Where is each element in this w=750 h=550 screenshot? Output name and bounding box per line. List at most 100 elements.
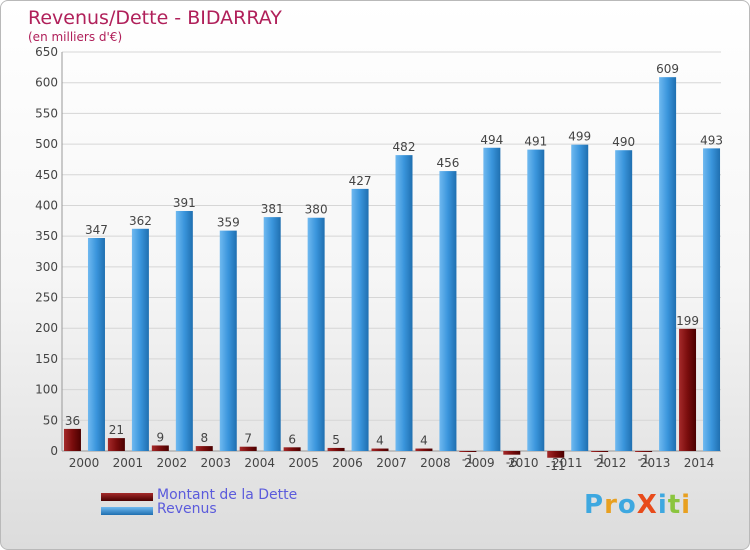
bar-revenus: [439, 171, 457, 451]
data-label-revenus: 482: [393, 140, 416, 154]
y-tick-label: 500: [35, 137, 58, 151]
data-label-dette: 4: [420, 434, 428, 448]
bar-dette: [63, 428, 81, 451]
bar-dette: [679, 328, 697, 451]
grid-lines: [62, 51, 721, 452]
logo-letter: t: [667, 490, 682, 520]
data-label-revenus: 347: [85, 223, 108, 237]
x-tick-label: 2002: [157, 456, 188, 470]
x-tick-label: 2014: [684, 456, 715, 470]
y-tick-label: 550: [35, 106, 58, 120]
logo-letter: i: [657, 490, 668, 520]
bar-dette: [283, 447, 301, 451]
bars: [63, 77, 721, 458]
legend-swatch-dette: [101, 493, 153, 501]
data-label-revenus: 362: [129, 214, 152, 228]
data-label-dette: 199: [676, 314, 699, 328]
data-label-dette: 36: [65, 414, 80, 428]
data-label-revenus: 494: [480, 133, 503, 147]
logo-letter: o: [617, 490, 637, 520]
legend-label-dette: Montant de la Dette: [157, 487, 298, 503]
bar-dette: [591, 451, 609, 452]
y-tick-label: 100: [35, 383, 58, 397]
bar-revenus: [395, 155, 413, 451]
x-tick-label: 2005: [288, 456, 319, 470]
bar-revenus: [87, 237, 105, 451]
data-label-dette: 7: [244, 432, 252, 446]
proxiti-logo: ProXiti: [584, 490, 691, 520]
y-tick-label: 250: [35, 291, 58, 305]
data-label-dette: 5: [332, 433, 340, 447]
data-label-dette: -1: [638, 453, 650, 467]
data-label-revenus: 456: [436, 156, 459, 170]
bar-dette: [107, 438, 125, 451]
data-label-revenus: 499: [568, 130, 591, 144]
bar-revenus: [615, 150, 633, 451]
bar-revenus: [483, 147, 501, 451]
bar-dette: [547, 451, 565, 458]
y-tick-label: 350: [35, 229, 58, 243]
data-label-dette: -1: [594, 453, 606, 467]
data-label-revenus: 609: [656, 62, 679, 76]
x-tick-label: 2000: [69, 456, 100, 470]
x-tick-label: 2013: [640, 456, 671, 470]
data-label-revenus: 359: [217, 216, 240, 230]
data-label-dette: 9: [157, 430, 165, 444]
data-label-dette: 21: [109, 423, 124, 437]
bar-dette: [327, 447, 345, 451]
y-axis: 0 50 100 150 200 250 300 350 400 450 500 550 600 650: [35, 45, 721, 458]
legend-swatch-revenus: [101, 507, 153, 515]
x-tick-label: 2001: [113, 456, 144, 470]
chart-subtitle: (en milliers d'€): [28, 30, 123, 44]
data-label-revenus: 381: [261, 202, 284, 216]
data-label-revenus: 391: [173, 196, 196, 210]
bar-dette: [503, 451, 521, 455]
x-tick-label: 2011: [552, 456, 583, 470]
data-label-revenus: 380: [305, 203, 328, 217]
y-tick-label: 650: [35, 45, 58, 59]
bar-revenus: [131, 228, 149, 451]
data-label-revenus: 493: [700, 133, 723, 147]
y-tick-label: 200: [35, 321, 58, 335]
x-tick-label: 2003: [200, 456, 231, 470]
bar-revenus: [219, 230, 237, 451]
logo-letter: i: [681, 490, 692, 520]
data-label-dette: 8: [200, 431, 208, 445]
bar-revenus: [263, 217, 281, 451]
x-tick-label: 2009: [464, 456, 495, 470]
data-label-dette: 6: [288, 432, 296, 446]
data-label-dette: -1: [462, 453, 474, 467]
data-labels: 36 347 21 362 9 391 8 359 7 381 6 380 5 427 4 482 4 456 -1…: [65, 62, 723, 473]
legend-label-revenus: Revenus: [157, 501, 217, 517]
logo-letter: r: [604, 490, 618, 520]
data-label-dette: 4: [376, 434, 384, 448]
bar-dette: [195, 446, 213, 451]
y-tick-label: 400: [35, 198, 58, 212]
x-tick-label: 2010: [508, 456, 539, 470]
x-tick-label: 2006: [332, 456, 363, 470]
bar-revenus: [175, 210, 193, 451]
bar-revenus: [703, 148, 721, 451]
y-tick-label: 450: [35, 168, 58, 182]
y-tick-label: 300: [35, 260, 58, 274]
bar-dette: [635, 451, 653, 452]
x-tick-label: 2004: [244, 456, 275, 470]
bar-dette: [415, 448, 433, 451]
data-label-revenus: 427: [349, 174, 372, 188]
data-label-dette: -11: [546, 459, 566, 473]
y-tick-label: 150: [35, 352, 58, 366]
chart-title: Revenus/Dette - BIDARRAY: [28, 7, 282, 29]
x-tick-label: 2007: [376, 456, 407, 470]
x-tick-label: 2008: [420, 456, 451, 470]
bar-dette: [371, 448, 389, 451]
bar-revenus: [527, 149, 545, 451]
logo-letter: X: [636, 490, 658, 520]
x-tick-label: 2012: [596, 456, 627, 470]
data-label-revenus: 491: [524, 135, 547, 149]
bar-revenus: [659, 77, 677, 451]
x-axis: 2000 2001 2002 2003 2004 2005 2006 2007 2008 2009…: [69, 456, 715, 470]
bar-dette: [151, 445, 169, 451]
bar-dette: [239, 446, 257, 451]
